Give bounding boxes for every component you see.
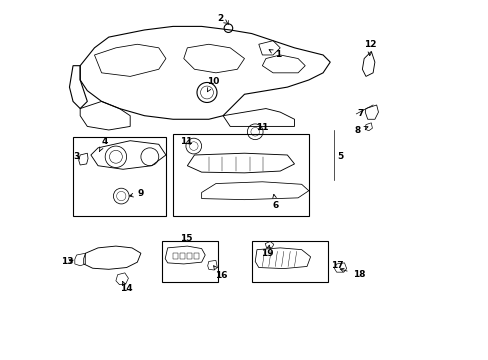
Text: 4: 4 (100, 137, 107, 151)
Bar (187, 253, 192, 259)
Bar (194, 253, 199, 259)
Bar (180, 253, 184, 259)
Text: 6: 6 (272, 194, 279, 210)
Text: 7: 7 (356, 109, 363, 118)
Text: 9: 9 (129, 189, 143, 198)
Text: 17: 17 (330, 261, 343, 270)
Text: 13: 13 (61, 257, 74, 266)
Text: 1: 1 (268, 50, 281, 59)
Text: 16: 16 (213, 266, 227, 280)
Text: 11: 11 (180, 137, 192, 146)
Text: 15: 15 (180, 234, 192, 243)
Text: 10: 10 (206, 77, 219, 92)
Text: 19: 19 (261, 245, 273, 258)
Text: 18: 18 (340, 268, 365, 279)
Text: 14: 14 (120, 282, 132, 293)
Text: 5: 5 (337, 152, 343, 161)
Text: 8: 8 (354, 126, 367, 135)
Text: 12: 12 (363, 40, 376, 55)
Text: 2: 2 (217, 14, 228, 24)
Bar (173, 253, 177, 259)
Text: 11: 11 (256, 123, 268, 132)
Text: 3: 3 (73, 152, 79, 161)
